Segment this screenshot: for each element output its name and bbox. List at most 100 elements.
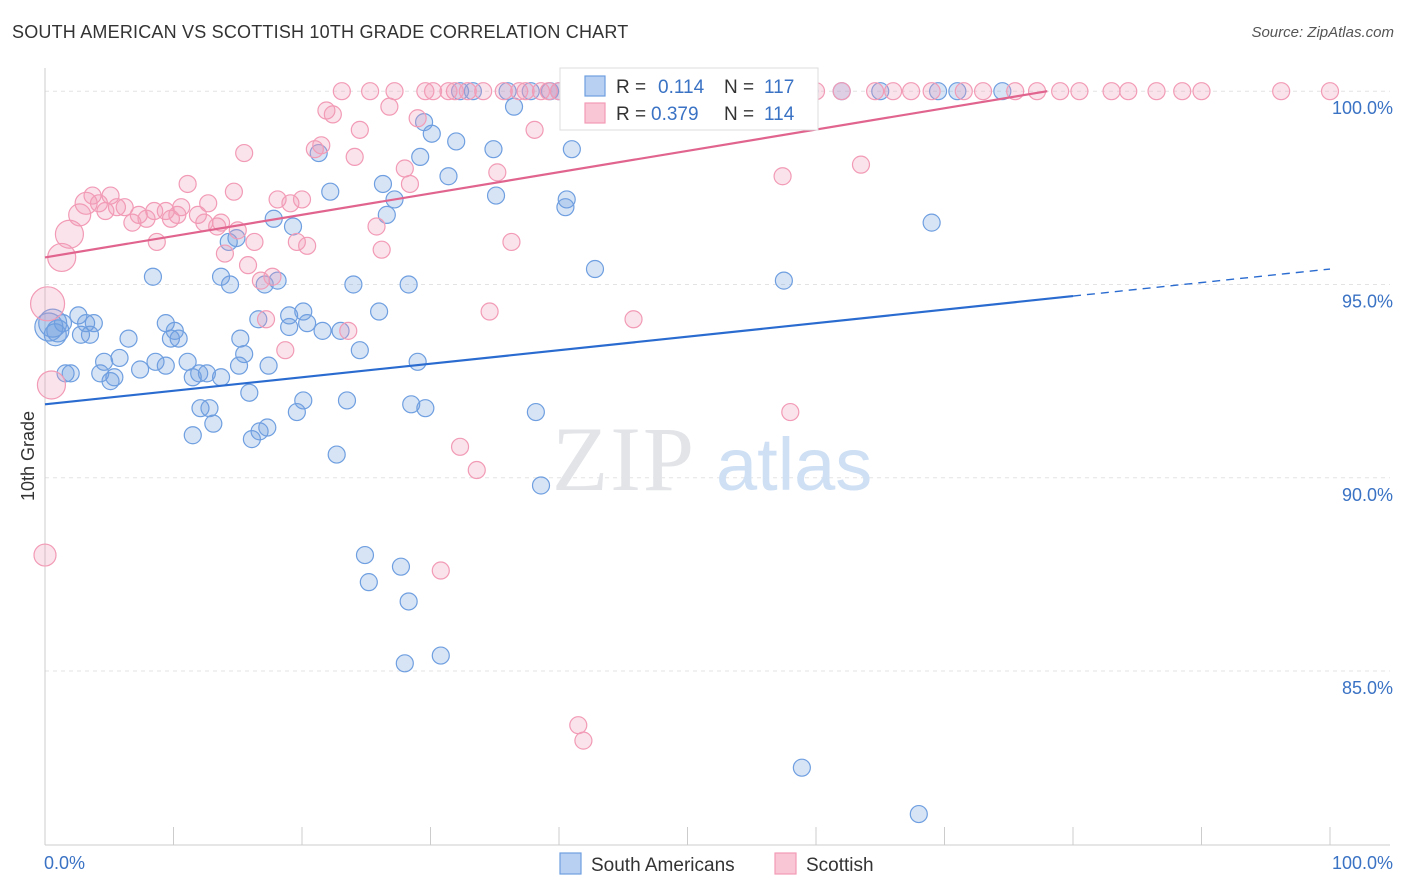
scottish-point-33 xyxy=(245,232,264,252)
x-tick-label-1: 100.0% xyxy=(1332,853,1393,873)
scottish-point-39 xyxy=(281,194,300,213)
scottish-point-22 xyxy=(178,174,197,194)
legend-label-scottish: Scottish xyxy=(806,855,874,876)
scottish-point-32 xyxy=(238,256,258,275)
scottish-point-110 xyxy=(1272,82,1291,101)
stats-legend: R = 0.114 N = 117 R = 0.379 N = 114 xyxy=(559,67,819,131)
scottish-point-95 xyxy=(866,82,885,101)
legend-swatch-scottish xyxy=(774,852,797,875)
south-point-81 xyxy=(439,167,458,186)
tick-labels: 100.0% 95.0% 90.0% 85.0% 0.0% 100.0% xyxy=(44,98,1393,873)
scottish-point-40 xyxy=(287,232,306,252)
south-point-66 xyxy=(370,302,389,321)
south-point-68 xyxy=(377,205,396,224)
south-point-105 xyxy=(792,758,811,777)
trend-lines xyxy=(44,90,1331,406)
south-point-88 xyxy=(504,97,524,116)
south-point-16 xyxy=(110,348,129,368)
south-point-53 xyxy=(287,402,306,422)
south-point-10 xyxy=(80,325,100,344)
scottish-point-53 xyxy=(372,240,391,259)
axes xyxy=(44,68,1390,846)
south-point-73 xyxy=(399,275,418,294)
stats-n-value-south: 117 xyxy=(764,77,794,98)
scottish-point-93 xyxy=(832,82,851,101)
south-point-47 xyxy=(258,418,277,437)
scottish-point-72 xyxy=(510,82,529,101)
south-point-25 xyxy=(169,329,188,348)
south-point-91 xyxy=(531,476,551,495)
south-point-18 xyxy=(130,360,150,379)
south-point-36 xyxy=(220,275,240,294)
scottish-point-74 xyxy=(525,120,544,139)
scottish-point-70 xyxy=(494,82,513,101)
scottish-point-38 xyxy=(276,341,295,360)
scottish-point-103 xyxy=(1051,82,1070,101)
series-legend: South Americans Scottish xyxy=(559,852,874,876)
south-point-40 xyxy=(229,356,249,375)
south-point-76 xyxy=(411,147,430,167)
scottish-point-111 xyxy=(1320,82,1340,101)
south-point-84 xyxy=(463,82,483,101)
trend-line-south-americans xyxy=(44,294,1074,406)
scottish-point-2 xyxy=(33,543,57,567)
south-point-85 xyxy=(484,140,503,159)
watermark: ZIP atlas xyxy=(552,408,872,510)
y-tick-label-1: 95.0% xyxy=(1342,291,1393,311)
scottish-point-112 xyxy=(624,310,643,329)
south-point-54 xyxy=(294,391,313,410)
south-point-115 xyxy=(313,321,332,340)
scottish-point-49 xyxy=(345,147,364,167)
south-point-71 xyxy=(395,654,414,673)
scottish-point-44 xyxy=(312,136,331,155)
series-scottish xyxy=(29,82,1340,750)
scottish-point-25 xyxy=(199,194,218,213)
scottish-point-55 xyxy=(385,82,404,101)
south-point-41 xyxy=(235,344,254,364)
south-point-114 xyxy=(283,217,303,236)
south-point-15 xyxy=(105,368,124,387)
south-point-74 xyxy=(402,395,421,414)
scottish-point-67 xyxy=(474,82,493,101)
scottish-point-28 xyxy=(215,244,234,263)
scottish-point-61 xyxy=(431,561,450,580)
south-point-55 xyxy=(294,302,313,321)
scottish-point-51 xyxy=(361,82,380,101)
south-point-79 xyxy=(422,124,441,143)
scottish-point-36 xyxy=(263,267,282,286)
stats-r-value-south: 0.114 xyxy=(658,77,705,98)
south-point-70 xyxy=(391,557,411,576)
scottish-point-15 xyxy=(137,209,156,228)
stats-n-value-scottish: 114 xyxy=(764,104,795,125)
scottish-point-59 xyxy=(416,82,435,101)
south-point-19 xyxy=(143,267,163,286)
stats-n-label-scottish: N = xyxy=(724,104,754,125)
south-point-20 xyxy=(146,352,165,371)
south-point-44 xyxy=(249,310,268,329)
south-point-7 xyxy=(69,306,88,325)
south-point-35 xyxy=(211,368,231,387)
scottish-point-54 xyxy=(380,97,399,116)
scottish-point-75 xyxy=(531,82,551,101)
scottish-point-41 xyxy=(292,190,312,209)
chart-source: Source: ZipAtlas.com xyxy=(1251,24,1394,41)
south-point-13 xyxy=(95,352,114,371)
south-point-95 xyxy=(557,190,576,209)
scottish-point-52 xyxy=(367,217,386,236)
watermark-zip: ZIP xyxy=(552,408,696,510)
scottish-point-79 xyxy=(569,716,588,735)
south-point-9 xyxy=(77,314,96,333)
south-point-90 xyxy=(526,402,545,422)
south-point-30 xyxy=(183,426,202,445)
y-tick-label-2: 90.0% xyxy=(1342,485,1393,505)
south-point-67 xyxy=(373,174,393,194)
scottish-point-99 xyxy=(954,82,973,101)
scottish-point-90 xyxy=(773,167,792,186)
scottish-point-80 xyxy=(574,731,593,750)
stats-legend-swatch-south xyxy=(584,75,606,97)
south-point-48 xyxy=(259,356,278,375)
scottish-point-104 xyxy=(1070,82,1089,101)
south-point-72 xyxy=(399,592,418,611)
south-point-62 xyxy=(344,275,363,294)
scottish-point-71 xyxy=(502,232,521,252)
